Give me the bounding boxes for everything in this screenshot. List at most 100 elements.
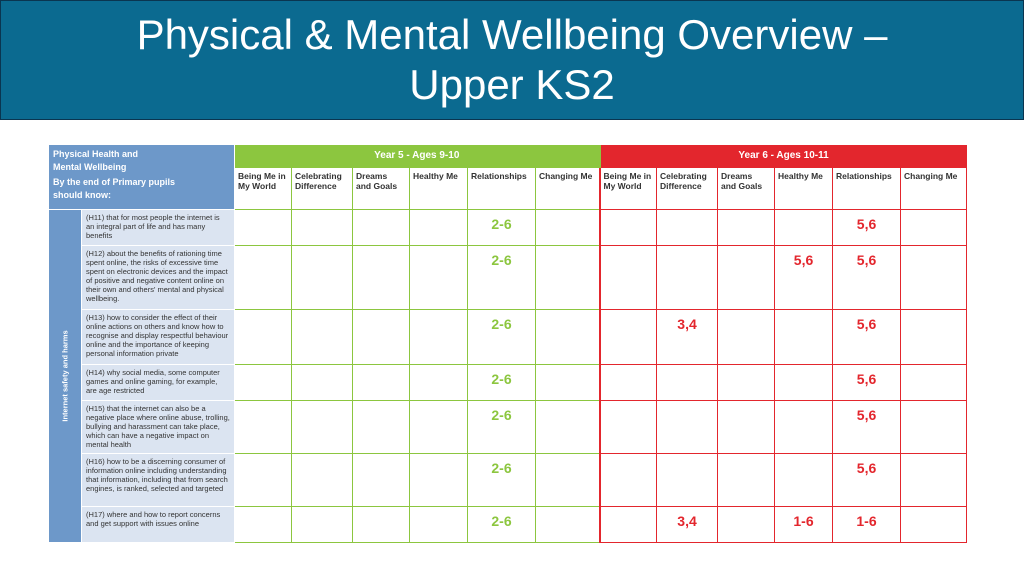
y5-coverage-cell — [291, 364, 353, 401]
y6-puzzle-header: Relationships — [832, 167, 902, 210]
y6-coverage-cell — [774, 364, 834, 401]
y5-coverage-cell — [409, 364, 468, 401]
statement-text: (H13) how to consider the effect of thei… — [81, 309, 235, 365]
coverage-value: 2-6 — [491, 216, 512, 232]
y5-puzzle-header: Dreams and Goals — [352, 167, 410, 210]
y6-puzzle-header: Changing Me — [900, 167, 968, 210]
y6-coverage-cell — [774, 453, 834, 507]
y5-coverage-cell — [291, 309, 353, 365]
y5-coverage-cell: 2-6 — [467, 209, 536, 246]
y6-coverage-cell — [599, 209, 658, 246]
strand-label: Internet safety and harms — [60, 330, 70, 422]
y6-coverage-cell — [900, 209, 968, 246]
y5-coverage-cell — [291, 245, 353, 310]
puzzle-header-line-1: Celebrating — [295, 171, 342, 181]
y6-coverage-cell — [599, 364, 658, 401]
coverage-value: 5,6 — [856, 316, 877, 332]
puzzle-header-line-2: My World — [238, 181, 277, 191]
y6-coverage-cell — [900, 506, 968, 543]
y6-coverage-cell: 5,6 — [832, 364, 902, 401]
coverage-value: 3,4 — [677, 513, 697, 529]
y5-coverage-cell: 2-6 — [467, 506, 536, 543]
y6-coverage-cell — [599, 453, 658, 507]
y6-coverage-cell: 1-6 — [832, 506, 902, 543]
puzzle-header-line-1: Being Me in — [603, 171, 652, 181]
coverage-value: 5,6 — [856, 252, 877, 268]
puzzle-header-line-1: Dreams — [356, 171, 388, 181]
y5-puzzle-header: Changing Me — [534, 167, 601, 210]
y5-coverage-cell: 2-6 — [467, 309, 536, 365]
statement-text: (H16) how to be a discerning consumer of… — [81, 453, 235, 507]
y6-coverage-cell — [717, 400, 776, 454]
y6-coverage-cell — [599, 506, 658, 543]
statement-text: (H12) about the benefits of rationing ti… — [81, 245, 235, 310]
y5-coverage-cell — [534, 400, 601, 454]
y6-coverage-cell — [599, 245, 658, 310]
y6-puzzle-header: Dreams and Goals — [717, 167, 776, 210]
statement-text: (H14) why social media, some computer ga… — [81, 364, 235, 401]
puzzle-header-line-2: Difference — [295, 181, 337, 191]
y6-coverage-cell: 5,6 — [832, 453, 902, 507]
coverage-value: 2-6 — [491, 460, 512, 476]
slide-title: Physical & Mental Wellbeing Overview – U… — [137, 10, 888, 110]
puzzle-header-line-2: Difference — [660, 181, 702, 191]
year5-header: Year 5 - Ages 9-10 — [234, 144, 601, 168]
y6-puzzle-header: Being Me in My World — [599, 167, 658, 210]
y5-coverage-cell — [352, 245, 410, 310]
y6-coverage-cell — [900, 400, 968, 454]
statement-text: (H11) that for most people the internet … — [81, 209, 235, 246]
y6-coverage-cell — [900, 309, 968, 365]
coverage-value: 2-6 — [491, 316, 512, 332]
y5-coverage-cell — [534, 245, 601, 310]
y5-puzzle-header: Healthy Me — [409, 167, 468, 210]
y6-coverage-cell — [774, 309, 834, 365]
puzzle-header-line-1: Changing Me — [539, 171, 593, 181]
y6-coverage-cell — [656, 364, 719, 401]
y5-coverage-cell — [234, 400, 292, 454]
statement-text: (H17) where and how to report concerns a… — [81, 506, 235, 543]
y6-coverage-cell: 1-6 — [774, 506, 834, 543]
y6-coverage-cell — [717, 506, 776, 543]
y5-coverage-cell — [409, 245, 468, 310]
puzzle-header-row: Being Me in My World Celebrating Difference… — [49, 167, 968, 210]
y5-coverage-cell — [409, 209, 468, 246]
y6-coverage-cell — [774, 209, 834, 246]
y5-coverage-cell — [291, 400, 353, 454]
y5-coverage-cell — [352, 309, 410, 365]
slide-title-line-1: Physical & Mental Wellbeing Overview – — [136, 11, 888, 58]
y5-coverage-cell — [352, 506, 410, 543]
table-row: (H16) how to be a discerning consumer of… — [49, 453, 968, 507]
corner-line-1: Physical Health and — [53, 149, 139, 159]
y5-coverage-cell — [291, 209, 353, 246]
y6-coverage-cell: 3,4 — [656, 506, 719, 543]
slide-title-line-2: Upper KS2 — [409, 61, 615, 108]
y5-coverage-cell: 2-6 — [467, 400, 536, 454]
puzzle-header-line-2: and Goals — [356, 181, 398, 191]
y5-coverage-cell — [534, 364, 601, 401]
coverage-value: 2-6 — [491, 513, 512, 529]
y5-coverage-cell — [409, 309, 468, 365]
table-row: (H15) that the internet can also be a ne… — [49, 400, 968, 454]
y5-coverage-cell — [234, 453, 292, 507]
puzzle-header-line-2: and Goals — [721, 181, 763, 191]
strand-label-cell: Internet safety and harms — [48, 209, 82, 543]
y5-coverage-cell — [409, 400, 468, 454]
table-row: (H14) why social media, some computer ga… — [49, 364, 968, 401]
y5-coverage-cell — [534, 453, 601, 507]
y6-coverage-cell — [774, 400, 834, 454]
y6-coverage-cell — [717, 309, 776, 365]
coverage-value: 5,6 — [856, 371, 877, 387]
puzzle-header-line-1: Being Me in — [238, 171, 286, 181]
y5-coverage-cell — [234, 364, 292, 401]
y6-coverage-cell — [656, 245, 719, 310]
coverage-value: 5,6 — [856, 407, 877, 423]
table-corner-heading: Physical Health and Mental Wellbeing By … — [48, 144, 235, 210]
puzzle-header-line-1: Healthy Me — [778, 171, 823, 181]
y5-coverage-cell: 2-6 — [467, 453, 536, 507]
y5-coverage-cell — [409, 506, 468, 543]
y6-coverage-cell: 5,6 — [832, 209, 902, 246]
y6-coverage-cell — [599, 400, 658, 454]
y5-coverage-cell — [234, 506, 292, 543]
y5-coverage-cell — [234, 309, 292, 365]
y6-coverage-cell — [900, 245, 968, 310]
